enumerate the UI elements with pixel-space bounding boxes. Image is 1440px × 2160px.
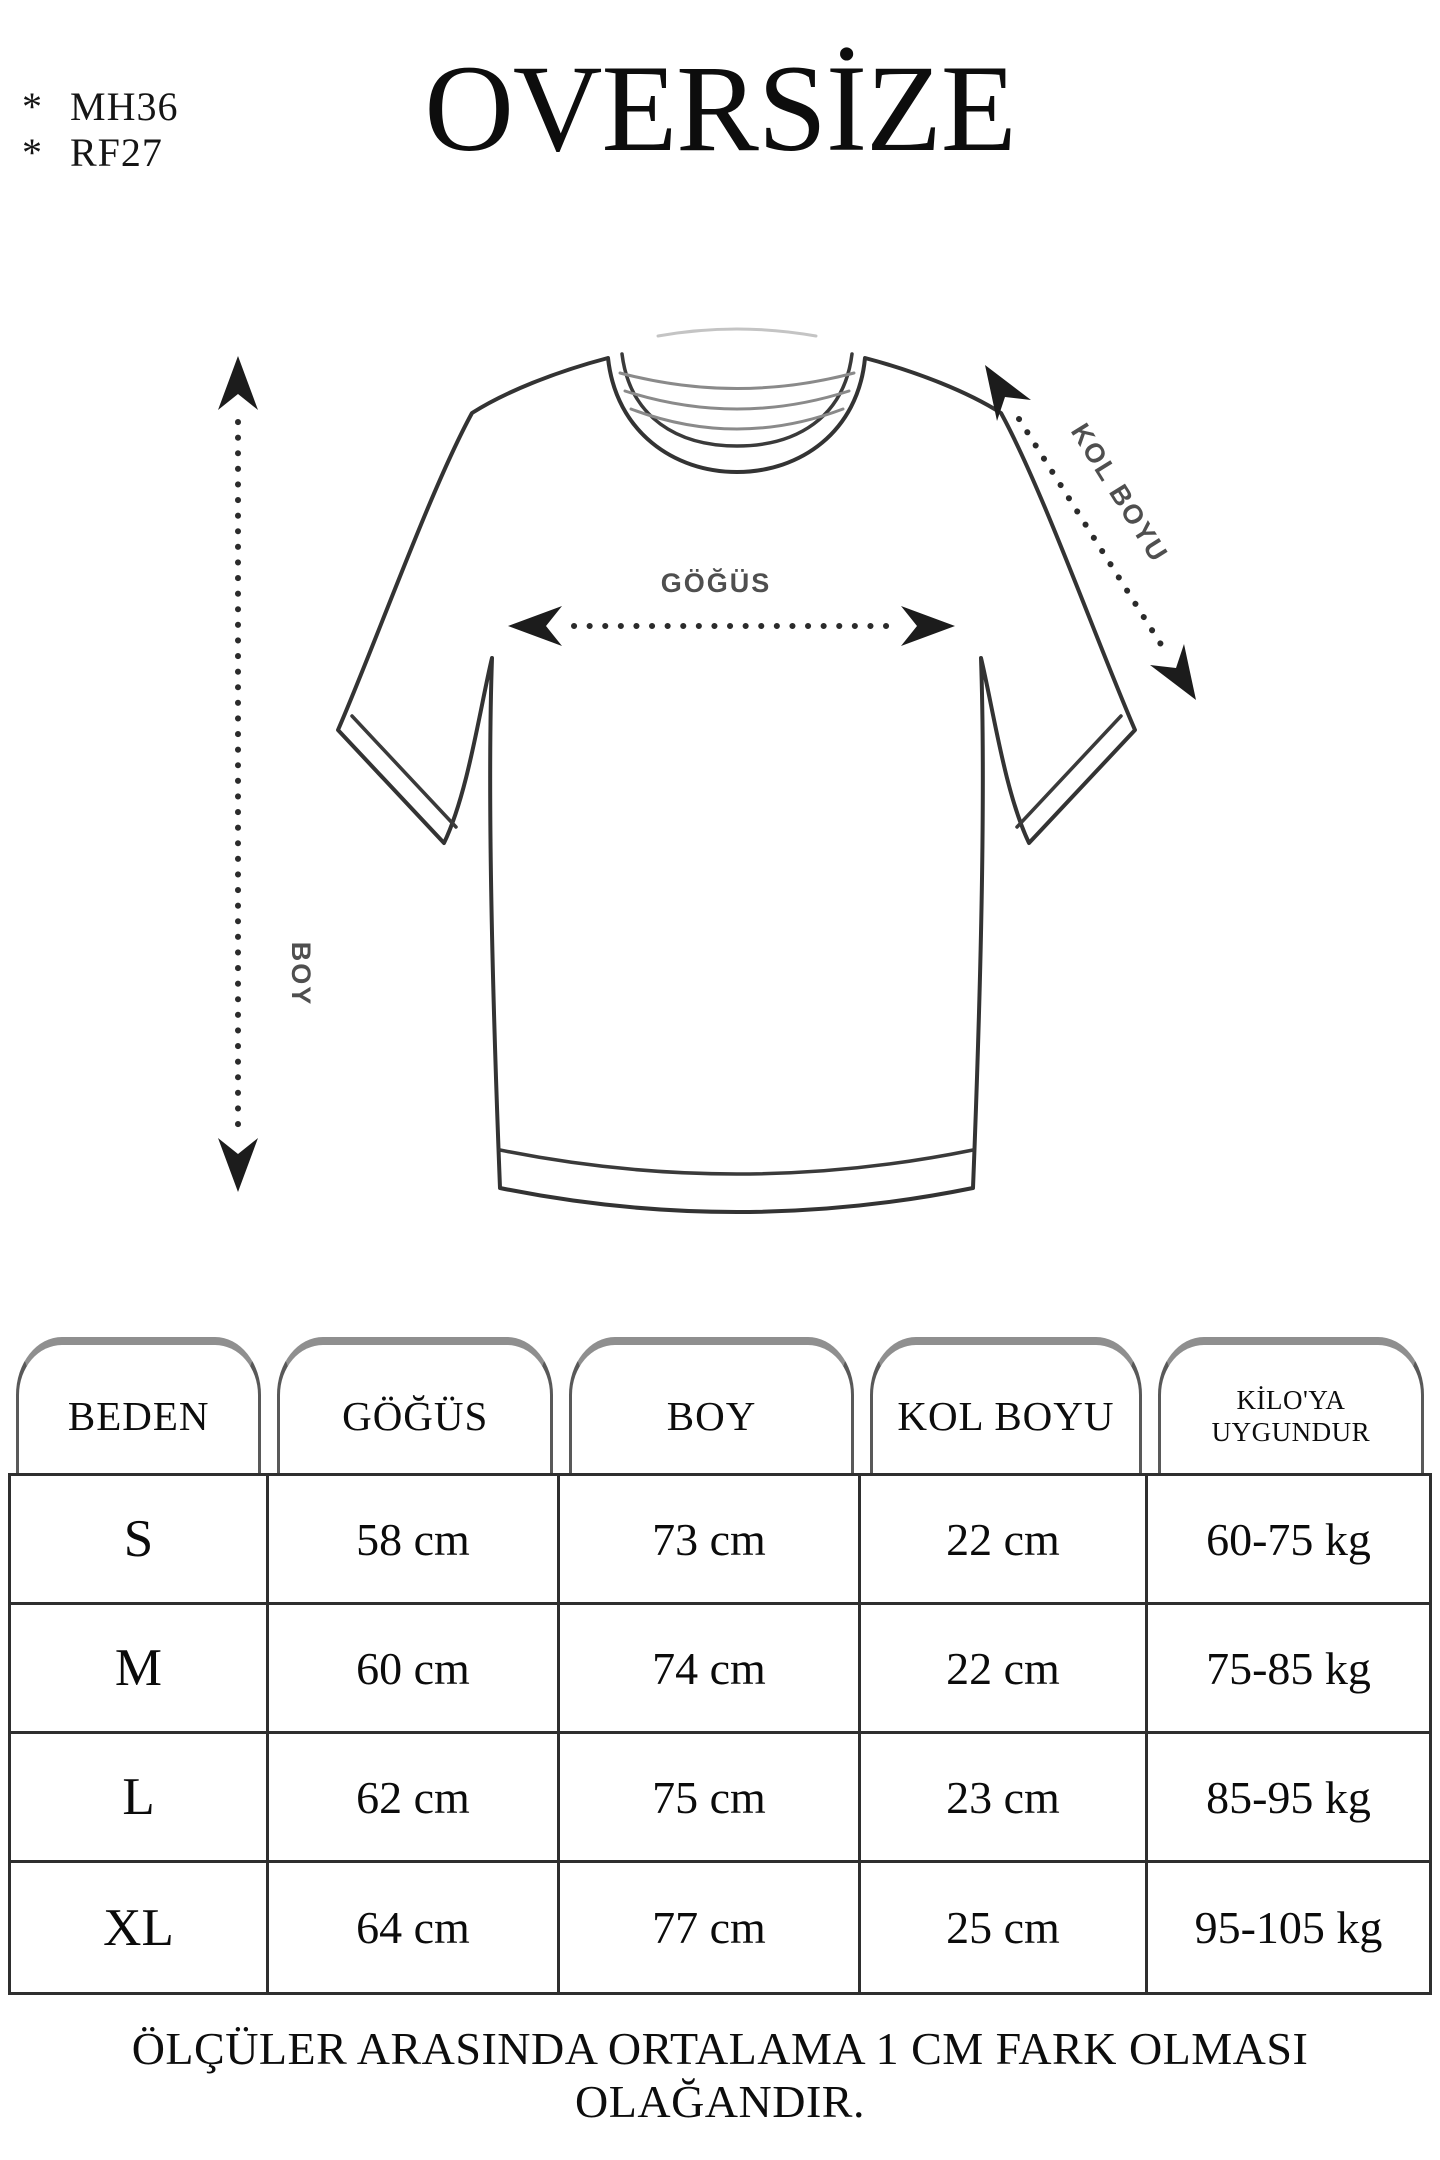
cell-l-weight: 85-95 kg bbox=[1148, 1734, 1429, 1863]
cell-m-size: M bbox=[11, 1605, 269, 1734]
collar-inner-line bbox=[620, 352, 854, 448]
sleeve-arrow-dotted-line bbox=[1016, 416, 1165, 649]
cell-s-weight: 60-75 kg bbox=[1148, 1476, 1429, 1605]
tshirt-measurement-diagram: BOY GÖĞÜS KOL BOYU bbox=[218, 327, 1196, 1214]
cell-m-length: 74 cm bbox=[560, 1605, 861, 1734]
header-label-gogus: GÖĞÜS bbox=[342, 1393, 489, 1439]
product-code-line-1: * MH36 bbox=[22, 84, 179, 129]
header-label-uygundur: UYGUNDUR bbox=[1211, 1417, 1371, 1447]
collar-stripe-3 bbox=[629, 407, 845, 431]
cell-xl-weight: 95-105 kg bbox=[1148, 1863, 1429, 1992]
tshirt-outline bbox=[336, 356, 1137, 1214]
cell-m-weight: 75-85 kg bbox=[1148, 1605, 1429, 1734]
cell-xl-sleeve: 25 cm bbox=[861, 1863, 1148, 1992]
size-table-body: S 58 cm 73 cm 22 cm 60-75 kg M 60 cm 74 … bbox=[8, 1473, 1432, 1995]
header-label-kol-boyu: KOL BOYU bbox=[897, 1393, 1115, 1439]
sleeve-label: KOL BOYU bbox=[1065, 418, 1174, 568]
header-cell-kiloya-uygundur: KİLO'YA UYGUNDUR bbox=[1157, 1337, 1424, 1473]
collar-stripe-1 bbox=[618, 371, 856, 390]
cell-xl-size: XL bbox=[11, 1863, 269, 1992]
chest-arrow-left-head bbox=[508, 606, 562, 646]
cell-l-length: 75 cm bbox=[560, 1734, 861, 1863]
right-sleeve-cuff-line bbox=[1015, 714, 1123, 829]
length-arrow-down-head bbox=[218, 1138, 258, 1192]
cell-s-chest: 58 cm bbox=[269, 1476, 560, 1605]
header-cell-beden: BEDEN bbox=[16, 1337, 262, 1473]
cell-s-size: S bbox=[11, 1476, 269, 1605]
cell-m-sleeve: 22 cm bbox=[861, 1605, 1148, 1734]
page-title: OVERSİZE bbox=[424, 40, 1016, 177]
cell-m-chest: 60 cm bbox=[269, 1605, 560, 1734]
cell-l-size: L bbox=[11, 1734, 269, 1863]
header-label-kiloya: KİLO'YA bbox=[1236, 1385, 1346, 1415]
bottom-hem-line bbox=[498, 1148, 975, 1176]
cell-l-chest: 62 cm bbox=[269, 1734, 560, 1863]
product-codes: * MH36 * RF27 bbox=[22, 84, 178, 176]
header-label-boy: BOY bbox=[666, 1393, 757, 1439]
cell-xl-chest: 64 cm bbox=[269, 1863, 560, 1992]
header-label-beden: BEDEN bbox=[67, 1393, 210, 1439]
product-code-line-2: * RF27 bbox=[22, 130, 163, 175]
cell-l-sleeve: 23 cm bbox=[861, 1734, 1148, 1863]
length-arrow-up-head bbox=[218, 356, 258, 410]
chest-label: GÖĞÜS bbox=[661, 567, 772, 598]
left-sleeve-cuff-line bbox=[350, 714, 458, 829]
collar-back-arc bbox=[656, 327, 818, 338]
footer-note: ÖLÇÜLER ARASINDA ORTALAMA 1 CM FARK OLMA… bbox=[131, 2023, 1309, 2127]
length-label: BOY bbox=[286, 942, 316, 1007]
cell-s-length: 73 cm bbox=[560, 1476, 861, 1605]
chest-arrow-right-head bbox=[901, 606, 955, 646]
size-table: BEDEN GÖĞÜS BOY KOL BOYU KİLO'YA UYGUNDU… bbox=[8, 1337, 1432, 1995]
header-cell-kol-boyu: KOL BOYU bbox=[870, 1337, 1142, 1473]
sleeve-arrow-lower-head bbox=[1150, 644, 1196, 700]
cell-xl-length: 77 cm bbox=[560, 1863, 861, 1992]
cell-s-sleeve: 22 cm bbox=[861, 1476, 1148, 1605]
size-table-header-row: BEDEN GÖĞÜS BOY KOL BOYU KİLO'YA UYGUNDU… bbox=[8, 1337, 1432, 1473]
sleeve-arrow-upper-head bbox=[985, 365, 1031, 421]
header-cell-boy: BOY bbox=[569, 1337, 855, 1473]
collar-stripe-2 bbox=[623, 389, 851, 411]
header-cell-gogus: GÖĞÜS bbox=[277, 1337, 554, 1473]
